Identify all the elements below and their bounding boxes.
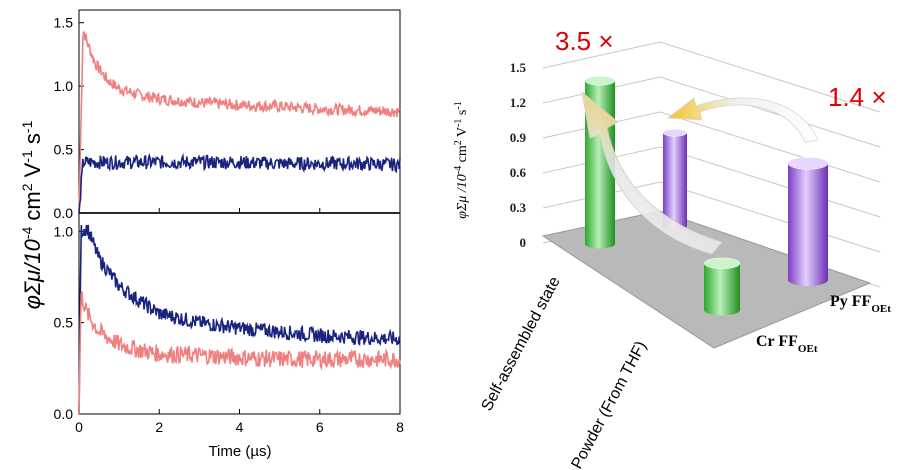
left-line-charts: φΣμ/10-4 cm2 V-1 s-1 0.0 0.5 1.0 1.5 0.0 0.5… — [19, 9, 405, 460]
bar-cylinder — [662, 128, 688, 230]
bar-cylinder — [787, 157, 829, 286]
bar-cylinder — [703, 257, 741, 316]
y-tick-label: 0.5 — [54, 142, 74, 158]
z-tick-label: 0.6 — [510, 165, 527, 180]
z-tick-label: 0.9 — [510, 130, 527, 145]
annotation-factor-3-5: 3.5 × — [555, 26, 614, 56]
y-tick-label: 1.0 — [54, 223, 74, 239]
z-tick-label: 1.5 — [510, 60, 527, 75]
right-y-axis-label: φΣμ /10-4 cm2 V-1 s-1 — [453, 101, 471, 218]
series-line — [78, 152, 401, 214]
bottom-panel-plot: 0.0 0.5 1.0 0 2 4 6 8 — [54, 223, 405, 435]
series-line — [78, 31, 401, 214]
category-label-self-assembled: Self-assembled state — [479, 274, 564, 414]
y-tick-label: 1.0 — [54, 78, 74, 94]
bottom-panel-frame — [78, 212, 401, 415]
series-line — [78, 291, 401, 415]
annotation-factor-1-4: 1.4 × — [828, 82, 887, 112]
series-label-cr: Cr FFOEt — [756, 333, 818, 355]
shared-y-axis-label: φΣμ/10-4 cm2 V-1 s-1 — [19, 120, 45, 309]
bar-top — [703, 257, 741, 269]
z-gridline — [542, 41, 881, 113]
top-panel-plot: 0.0 0.5 1.0 1.5 — [54, 15, 401, 221]
z-axis-ticks: 0 0.3 0.6 0.9 1.2 1.5 — [510, 60, 527, 250]
y-tick-label: 1.5 — [54, 15, 74, 31]
series-label-py: Py FFOEt — [830, 293, 891, 315]
bar-top — [662, 128, 688, 137]
bar-body — [663, 132, 687, 230]
arrow-self-assembly-gain — [581, 90, 723, 255]
right-3d-bar-chart: 0 0.3 0.6 0.9 1.2 1.5 φΣμ /10-4 cm2 V-1 s-1 S… — [453, 26, 892, 470]
category-label-powder: Powder (From THF) — [569, 339, 651, 470]
bar-body — [704, 263, 740, 316]
z-tick-label: 0.3 — [510, 200, 527, 215]
bar-body — [788, 163, 828, 286]
z-tick-label: 1.2 — [510, 95, 526, 110]
x-axis-label: Time (µs) — [208, 443, 271, 460]
x-tick-label: 2 — [155, 419, 163, 435]
bar-top — [787, 157, 829, 170]
y-tick-label: 0.0 — [54, 406, 74, 422]
series-line — [78, 224, 401, 415]
x-tick-label: 8 — [396, 419, 404, 435]
x-tick-label: 4 — [236, 419, 244, 435]
bar-top — [584, 75, 616, 86]
x-tick-label: 0 — [75, 419, 83, 435]
x-tick-label: 6 — [316, 419, 324, 435]
z-tick-label: 0 — [520, 235, 527, 250]
y-tick-label: 0.0 — [54, 205, 74, 221]
arrow-py-gain — [666, 97, 819, 143]
y-tick-label: 0.5 — [54, 315, 74, 331]
